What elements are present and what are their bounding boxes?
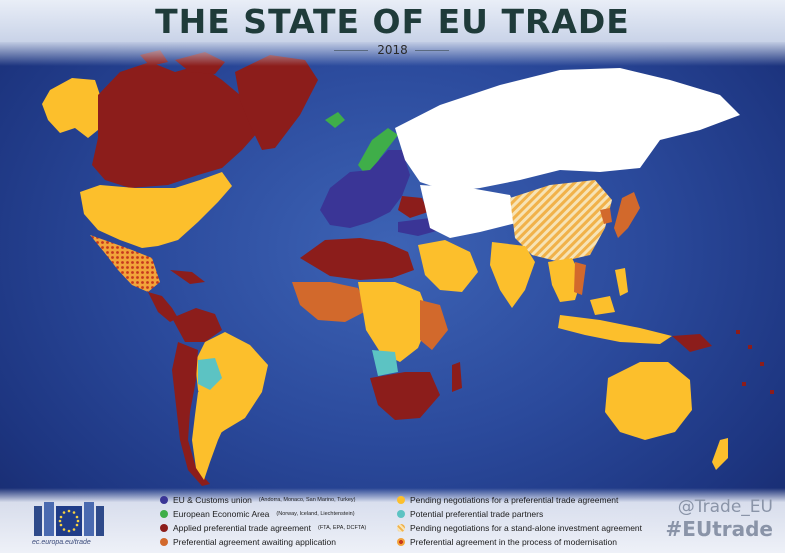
region-russia <box>395 68 740 192</box>
region-eu <box>320 150 410 228</box>
page-title: THE STATE OF EU TRADE <box>155 2 630 41</box>
region-east-africa <box>420 300 448 350</box>
ec-logo <box>34 502 104 536</box>
legend-swatch-modernisation <box>397 538 405 546</box>
region-angola <box>372 350 398 376</box>
region-central-africa <box>358 282 430 362</box>
legend-label: European Economic Area <box>173 509 270 519</box>
legend-swatch-eea <box>160 510 168 518</box>
region-west-africa <box>292 282 368 322</box>
region-alaska <box>42 78 100 138</box>
region-papua <box>672 334 712 352</box>
region-bolivia <box>198 358 222 390</box>
legend-sublabel: (Norway, Iceland, Liechtenstein) <box>276 511 355 517</box>
legend-label: Applied preferential trade agreement <box>173 523 311 533</box>
legend-swatch-investment <box>397 524 405 532</box>
legend-label: Potential preferential trade partners <box>410 509 544 519</box>
region-japan <box>614 192 640 238</box>
region-greenland <box>235 55 318 150</box>
region-caribbean <box>170 270 205 284</box>
region-iceland-norway <box>325 112 398 178</box>
hashtag-link[interactable]: #EUtrade <box>665 517 773 541</box>
region-central-america <box>148 292 178 322</box>
region-mexico <box>90 235 160 292</box>
legend-item-eea: European Economic Area (Norway, Iceland,… <box>160 508 355 520</box>
legend-sublabel: (Andorra, Monaco, San Marino, Turkey) <box>258 497 356 503</box>
legend-item-potential: Potential preferential trade partners <box>397 508 543 520</box>
region-new-zealand <box>712 438 728 470</box>
legend-label: EU & Customs union <box>173 495 252 505</box>
region-indonesia <box>558 296 672 344</box>
region-madagascar <box>452 362 462 392</box>
region-canada <box>92 62 262 188</box>
year-label: 2018 <box>377 43 408 57</box>
twitter-handle[interactable]: @Trade_EU <box>677 497 773 517</box>
region-vietnam <box>574 262 586 295</box>
legend-item-investment: Pending negotiations for a stand-alone i… <box>397 522 642 534</box>
legend-item-awaiting: Preferential agreement awaiting applicat… <box>160 536 336 548</box>
year-divider-right <box>415 50 449 51</box>
region-china <box>510 180 612 262</box>
region-southern-africa <box>370 372 440 420</box>
legend-label: Pending negotiations for a stand-alone i… <box>410 523 643 533</box>
region-colombia-venezuela <box>172 308 222 342</box>
legend-label: Preferential agreement awaiting applicat… <box>173 537 337 547</box>
region-pacific-islands <box>736 330 774 394</box>
legend-item-eu-customs-union: EU & Customs union (Andorra, Monaco, San… <box>160 494 356 506</box>
ec-website-link[interactable]: ec.europa.eu/trade <box>32 539 91 546</box>
region-peru-chile <box>172 342 210 486</box>
region-north-africa <box>300 238 414 280</box>
legend-swatch-applied <box>160 524 168 532</box>
region-philippines <box>615 268 628 296</box>
region-usa <box>80 172 232 248</box>
legend-swatch-eu <box>160 496 168 504</box>
region-india <box>490 242 535 308</box>
legend-item-applied-pta: Applied preferential trade agreement (FT… <box>160 522 366 534</box>
legend-item-modernisation: Preferential agreement in the process of… <box>397 536 617 548</box>
region-korea <box>600 208 612 224</box>
header-band <box>0 42 785 66</box>
legend-item-pending: Pending negotiations for a preferential … <box>397 494 618 506</box>
legend-label: Preferential agreement in the process of… <box>410 537 617 547</box>
region-ukraine <box>398 196 428 218</box>
legend-swatch-pending <box>397 496 405 504</box>
region-southeast-asia <box>548 258 582 302</box>
legend-swatch-potential <box>397 510 405 518</box>
legend-swatch-awaiting <box>160 538 168 546</box>
legend-sublabel: (FTA, EPA, DCFTA) <box>317 525 367 531</box>
year-divider-left <box>334 50 368 51</box>
region-central-asia <box>420 185 520 238</box>
region-argentina <box>192 392 228 480</box>
region-australia <box>605 362 692 440</box>
header-bar <box>0 0 785 42</box>
region-middle-east <box>418 240 478 292</box>
legend-label: Pending negotiations for a preferential … <box>410 495 619 505</box>
legend-panel <box>0 488 785 553</box>
